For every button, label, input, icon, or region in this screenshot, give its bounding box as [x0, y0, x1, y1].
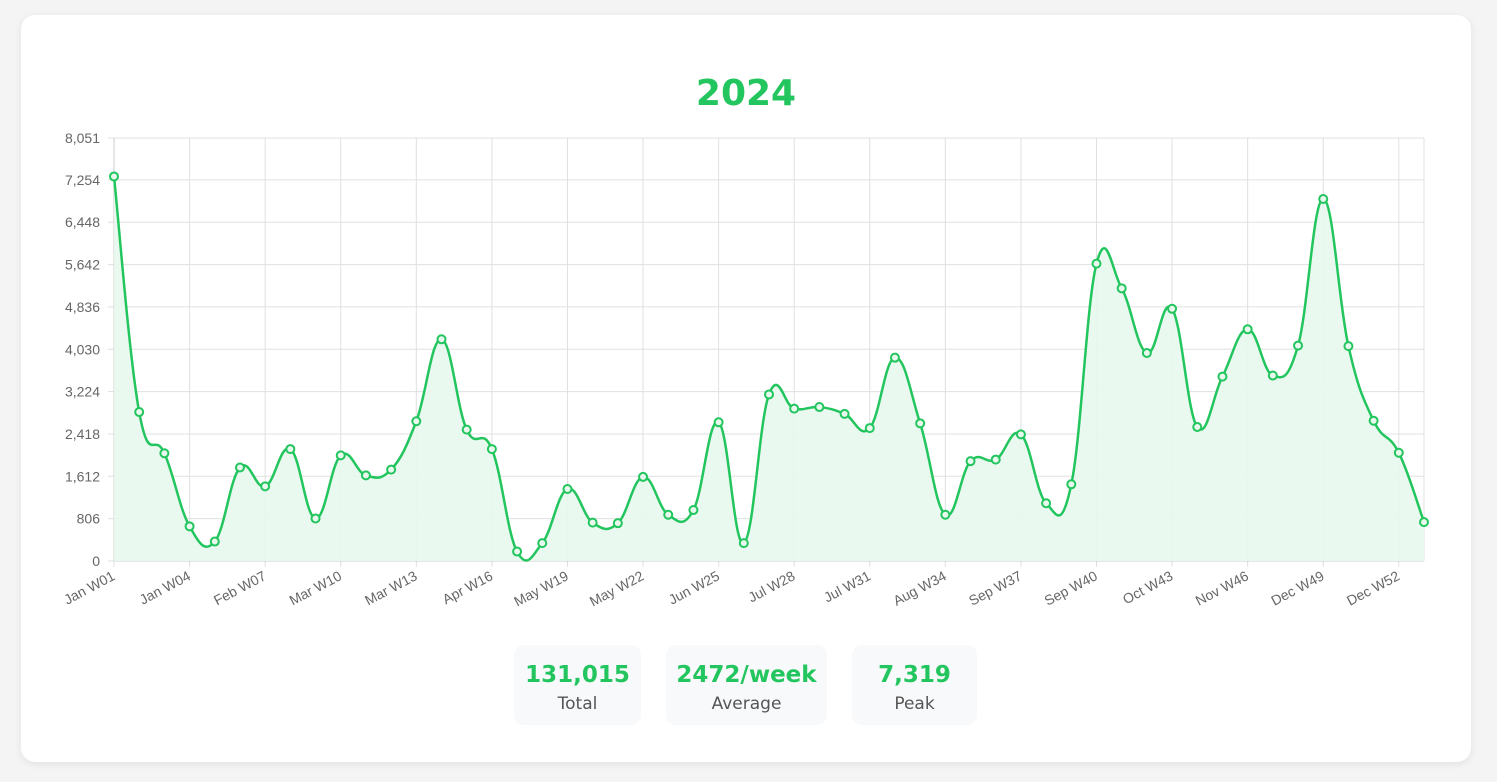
data-point: [587, 517, 598, 528]
data-point: [1116, 283, 1127, 294]
data-point: [1091, 258, 1102, 269]
stat-peak-label: Peak: [894, 694, 935, 714]
stat-peak-value: 7,319: [878, 662, 951, 688]
data-point: [1167, 303, 1178, 314]
data-point: [864, 423, 875, 434]
x-tick-label: Oct W43: [1120, 567, 1176, 607]
data-point: [638, 471, 649, 482]
data-point: [789, 403, 800, 414]
data-area: [112, 176, 1426, 562]
x-tick-label: Dec W49: [1268, 567, 1327, 608]
stat-total-label: Total: [557, 694, 598, 714]
data-point: [209, 536, 220, 547]
data-point: [486, 444, 497, 455]
y-tick-label: 5,642: [65, 257, 100, 273]
data-point: [1015, 429, 1026, 440]
y-tick-label: 4,030: [65, 341, 100, 357]
x-tick-label: Nov W46: [1193, 567, 1252, 608]
data-point: [1393, 447, 1404, 458]
data-point: [663, 509, 674, 520]
data-point: [915, 418, 926, 429]
data-points: [109, 171, 1429, 557]
stat-peak: 7,319 Peak: [852, 645, 977, 725]
data-point: [159, 448, 170, 459]
data-point: [1192, 422, 1203, 433]
data-point: [839, 408, 850, 419]
data-point: [260, 481, 271, 492]
data-point: [990, 454, 1001, 465]
data-point: [1242, 324, 1253, 335]
y-tick-label: 2,418: [65, 426, 100, 442]
data-point: [360, 470, 371, 481]
x-tick-label: Jul W28: [745, 567, 797, 605]
y-tick-label: 4,836: [65, 299, 100, 315]
data-point: [1066, 479, 1077, 490]
stat-average: 2472/week Average: [666, 645, 827, 725]
x-tick-label: Mar W13: [362, 567, 420, 608]
stats-row: 131,015 Total 2472/week Average 7,319 Pe…: [0, 645, 1497, 725]
data-point: [537, 538, 548, 549]
y-tick-label: 6,448: [65, 214, 100, 230]
series-area-fill: [114, 176, 1424, 561]
data-point: [436, 334, 447, 345]
x-tick-label: Feb W07: [211, 567, 269, 608]
stat-total: 131,015 Total: [514, 645, 641, 725]
data-point: [562, 484, 573, 495]
x-tick-label: May W22: [587, 567, 647, 609]
data-point: [184, 521, 195, 532]
data-point: [738, 538, 749, 549]
y-tick-label: 7,254: [65, 172, 100, 188]
data-point: [411, 416, 422, 427]
data-point: [109, 171, 119, 182]
data-point: [1419, 517, 1429, 528]
chart-title: 2024: [695, 73, 797, 114]
y-tick-label: 0: [92, 553, 100, 569]
data-point: [386, 464, 397, 475]
data-point: [1318, 193, 1329, 204]
data-point: [1343, 341, 1354, 352]
x-tick-label: Sep W40: [1042, 567, 1101, 608]
area-chart: 0 806 1,612 2,418 3,224 4,030 4,836 5,642 6,448 7…: [61, 130, 1429, 609]
data-point: [764, 389, 774, 400]
data-point: [612, 518, 623, 529]
stat-total-value: 131,015: [525, 662, 630, 688]
data-point: [1141, 347, 1152, 358]
data-point: [134, 407, 145, 418]
x-tick-label: Apr W16: [440, 567, 496, 607]
x-tick-label: May W19: [511, 567, 571, 609]
x-tick-label: Jan W01: [61, 567, 117, 607]
data-point: [940, 509, 951, 520]
x-tick-label: Aug W34: [890, 567, 949, 608]
stat-average-label: Average: [711, 694, 782, 714]
data-point: [234, 462, 245, 473]
data-point: [1267, 370, 1278, 381]
x-tick-label: Jan W04: [137, 567, 193, 607]
y-tick-label: 806: [77, 511, 101, 527]
x-tick-label: Mar W10: [286, 567, 344, 608]
data-point: [285, 444, 296, 455]
x-tick-label: Jul W31: [821, 567, 873, 605]
data-point: [310, 513, 321, 524]
data-point: [1293, 340, 1304, 351]
data-point: [889, 352, 900, 363]
data-point: [688, 505, 699, 516]
x-tick-label: Dec W52: [1344, 567, 1403, 608]
data-point: [814, 402, 825, 413]
stat-average-value: 2472/week: [676, 662, 817, 688]
x-tick-label: Sep W37: [966, 567, 1025, 608]
y-tick-label: 8,051: [65, 130, 100, 146]
data-point: [512, 546, 523, 557]
data-point: [965, 456, 976, 467]
data-point: [1041, 498, 1052, 509]
data-point: [1368, 415, 1379, 426]
data-point: [461, 424, 472, 435]
y-tick-label: 3,224: [65, 384, 100, 400]
data-point: [1217, 371, 1228, 382]
y-tick-label: 1,612: [65, 468, 100, 484]
x-tick-label: Jun W25: [666, 567, 722, 607]
data-point: [713, 417, 724, 428]
data-point: [335, 450, 346, 461]
